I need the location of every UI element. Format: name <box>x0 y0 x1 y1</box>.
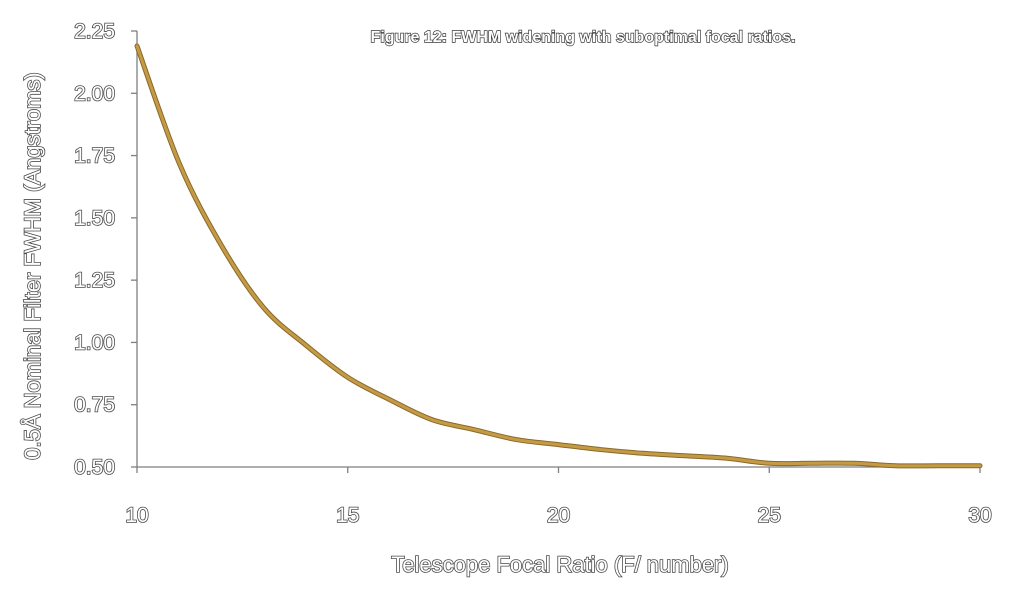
y-axis-title: 0.5Å Nominal Filter FWHM (Angstroms) <box>20 72 45 460</box>
y-tick-label: 1.00 <box>74 331 115 354</box>
data-point <box>177 161 181 165</box>
data-point <box>262 306 265 309</box>
x-axis: 10 15 20 25 30 <box>125 466 992 528</box>
y-tick-label: 1.50 <box>74 207 115 230</box>
y-tick-label: 2.25 <box>74 20 115 43</box>
y-tick-label: 2.00 <box>74 82 115 105</box>
series-group <box>134 43 983 469</box>
data-point <box>641 452 644 455</box>
y-tick-label: 0.50 <box>74 456 115 479</box>
data-point <box>473 428 476 431</box>
data-point <box>810 462 813 465</box>
data-point <box>936 464 940 467</box>
x-tick-label: 10 <box>125 504 148 527</box>
x-axis-title: Telescope Focal Ratio (F/ number) <box>391 552 728 577</box>
data-point <box>894 464 897 467</box>
y-tick-label: 0.75 <box>74 394 115 417</box>
data-point <box>978 464 982 467</box>
x-tick-label: 15 <box>336 504 359 527</box>
chart-title: Figure 12: FWHM widening with suboptimal… <box>371 29 796 46</box>
x-tick-label: 20 <box>547 504 570 527</box>
series-line-outline <box>134 43 983 469</box>
y-axis: 0.50 0.75 1.00 1.25 1.50 1.75 2.00 2.25 <box>73 19 138 480</box>
data-point <box>599 448 602 451</box>
data-point <box>768 462 771 465</box>
x-tick-label: 30 <box>968 504 991 527</box>
y-tick-label: 1.25 <box>74 269 115 292</box>
data-point <box>304 343 307 347</box>
data-point <box>388 398 392 401</box>
data-point <box>725 457 729 460</box>
data-point <box>683 454 687 457</box>
data-point <box>430 418 434 421</box>
y-tick-label: 1.75 <box>74 145 115 168</box>
data-point <box>135 44 139 48</box>
data-point <box>515 438 518 441</box>
data-point <box>852 462 855 465</box>
data-point <box>220 244 223 247</box>
series-line <box>135 44 982 468</box>
x-tick-label: 25 <box>758 504 781 527</box>
data-point <box>557 443 560 446</box>
data-point <box>346 376 349 379</box>
